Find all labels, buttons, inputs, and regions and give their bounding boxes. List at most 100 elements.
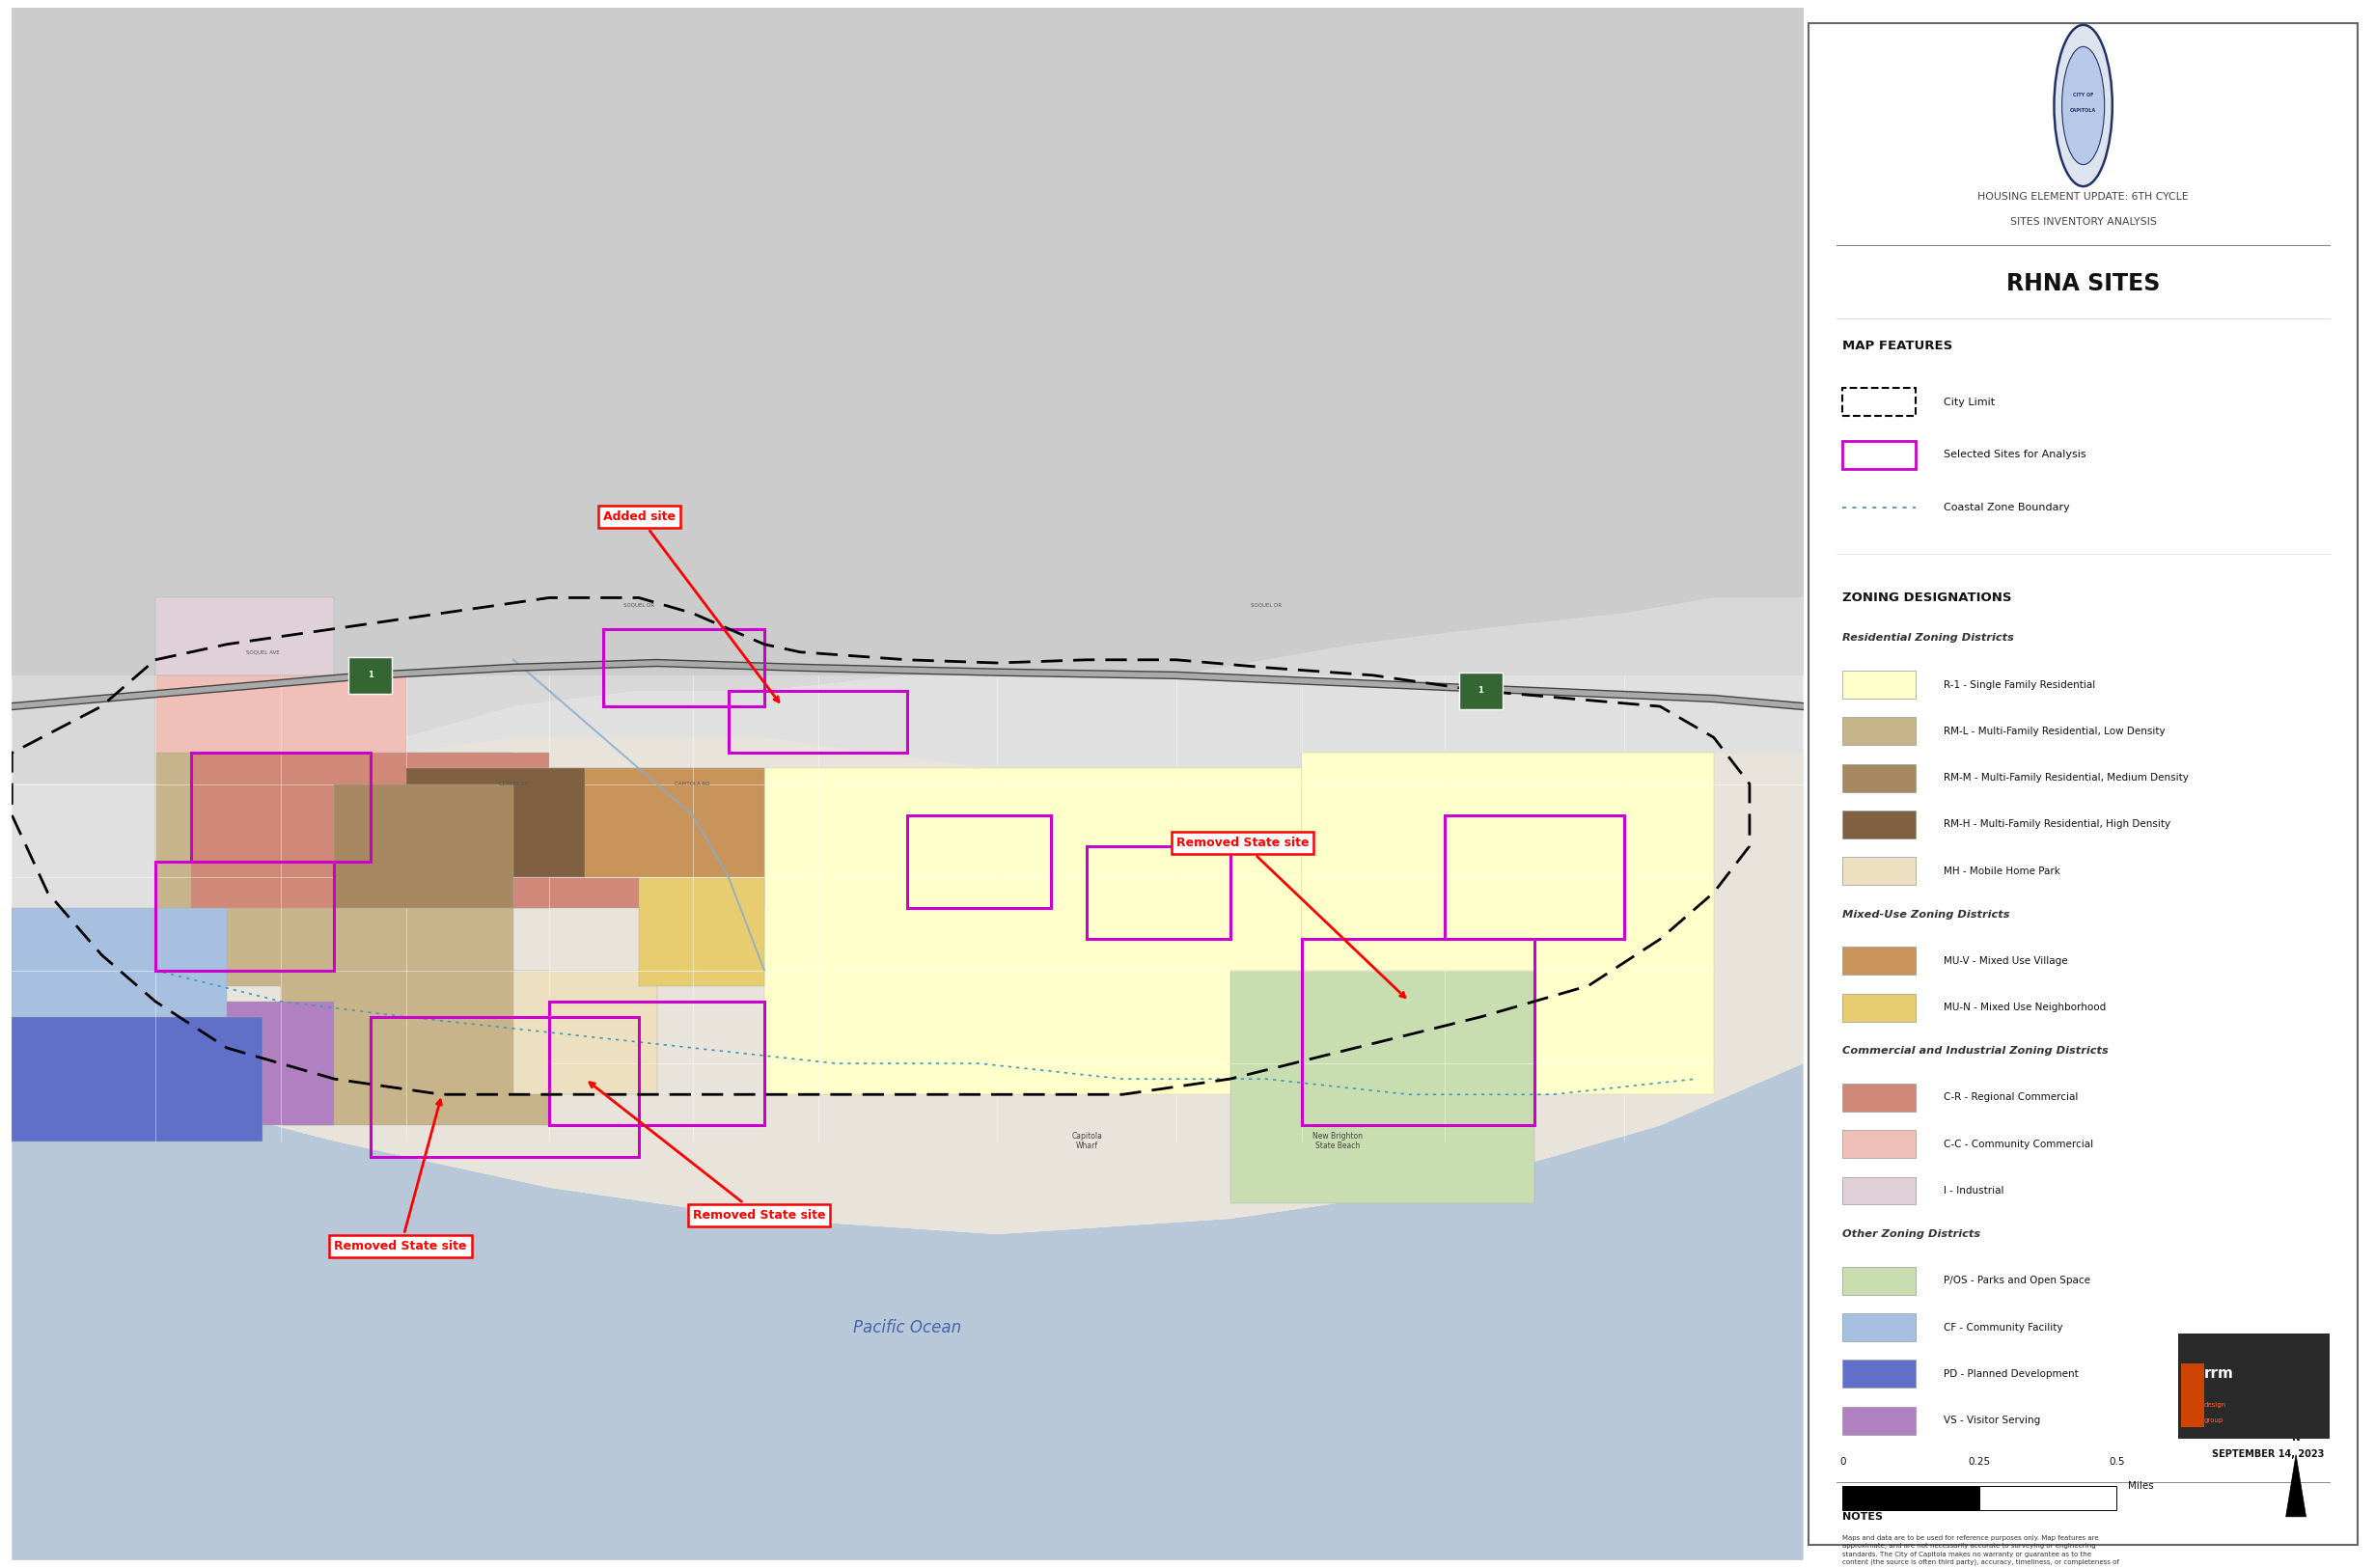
- Polygon shape: [12, 908, 228, 1016]
- Polygon shape: [513, 971, 658, 1094]
- Polygon shape: [154, 753, 513, 986]
- Text: 1: 1: [368, 671, 373, 679]
- FancyBboxPatch shape: [1843, 1083, 1914, 1112]
- Polygon shape: [765, 768, 1302, 1094]
- FancyBboxPatch shape: [1843, 389, 1914, 416]
- FancyBboxPatch shape: [1843, 994, 1914, 1021]
- Polygon shape: [12, 597, 1803, 1234]
- Text: Maps and data are to be used for reference purposes only. Map features are
appro: Maps and data are to be used for referen…: [1843, 1535, 2118, 1568]
- Polygon shape: [1302, 753, 1715, 1094]
- Text: MU-V - Mixed Use Village: MU-V - Mixed Use Village: [1943, 956, 2066, 966]
- Polygon shape: [12, 1016, 264, 1142]
- Polygon shape: [639, 877, 765, 986]
- FancyBboxPatch shape: [1843, 1406, 1914, 1435]
- FancyBboxPatch shape: [1843, 717, 1914, 745]
- Text: Mixed-Use Zoning Districts: Mixed-Use Zoning Districts: [1843, 909, 2009, 919]
- Text: rrm: rrm: [2204, 1367, 2232, 1381]
- Text: SITES INVENTORY ANALYSIS: SITES INVENTORY ANALYSIS: [2009, 218, 2157, 227]
- Text: Selected Sites for Analysis: Selected Sites for Analysis: [1943, 450, 2085, 459]
- Text: SOQUEL DR: SOQUEL DR: [1249, 604, 1283, 608]
- Text: Capitola
Wharf: Capitola Wharf: [1071, 1132, 1102, 1151]
- Text: Coastal Zone Boundary: Coastal Zone Boundary: [1943, 503, 2069, 513]
- Text: Miles: Miles: [2128, 1480, 2154, 1491]
- Polygon shape: [549, 768, 765, 877]
- Text: CAPITOLA: CAPITOLA: [2071, 108, 2097, 113]
- Text: Removed State site: Removed State site: [335, 1099, 468, 1253]
- FancyBboxPatch shape: [1810, 24, 2358, 1544]
- Text: R-1 - Single Family Residential: R-1 - Single Family Residential: [1943, 681, 2095, 690]
- Text: RM-M - Multi-Family Residential, Medium Density: RM-M - Multi-Family Residential, Medium …: [1943, 773, 2187, 782]
- Polygon shape: [12, 597, 1803, 784]
- Bar: [1981, 1485, 2116, 1510]
- Text: CLARES ST: CLARES ST: [499, 781, 527, 787]
- FancyBboxPatch shape: [1843, 947, 1914, 975]
- Text: CF - Community Facility: CF - Community Facility: [1943, 1322, 2062, 1333]
- Bar: [2178, 1333, 2330, 1439]
- Text: CITY OF: CITY OF: [2073, 93, 2095, 97]
- Polygon shape: [406, 768, 584, 877]
- Text: SEPTEMBER 14, 2023: SEPTEMBER 14, 2023: [2211, 1450, 2323, 1460]
- Text: C-C - Community Commercial: C-C - Community Commercial: [1943, 1140, 2092, 1149]
- Text: New Brighton
State Beach: New Brighton State Beach: [1313, 1132, 1363, 1151]
- Text: RM-L - Multi-Family Residential, Low Density: RM-L - Multi-Family Residential, Low Den…: [1943, 726, 2166, 735]
- Text: I - Industrial: I - Industrial: [1943, 1185, 2004, 1195]
- FancyBboxPatch shape: [1843, 811, 1914, 839]
- Text: SOQUEL AVE: SOQUEL AVE: [247, 649, 280, 654]
- Polygon shape: [2285, 1455, 2306, 1516]
- FancyBboxPatch shape: [1843, 858, 1914, 884]
- Text: Commercial and Industrial Zoning Districts: Commercial and Industrial Zoning Distric…: [1843, 1046, 2109, 1055]
- FancyBboxPatch shape: [1843, 1176, 1914, 1204]
- FancyBboxPatch shape: [1843, 1314, 1914, 1341]
- Text: MH - Mobile Home Park: MH - Mobile Home Park: [1943, 866, 2059, 877]
- Text: P/OS - Parks and Open Space: P/OS - Parks and Open Space: [1943, 1276, 2090, 1286]
- Polygon shape: [335, 784, 513, 908]
- Bar: [2180, 1363, 2204, 1427]
- Text: Other Zoning Districts: Other Zoning Districts: [1843, 1229, 1981, 1239]
- Polygon shape: [154, 737, 1803, 1234]
- Polygon shape: [280, 971, 549, 1126]
- Text: HOUSING ELEMENT UPDATE: 6TH CYCLE: HOUSING ELEMENT UPDATE: 6TH CYCLE: [1978, 193, 2190, 202]
- FancyBboxPatch shape: [1843, 1131, 1914, 1159]
- FancyBboxPatch shape: [1843, 1267, 1914, 1295]
- Text: ZONING DESIGNATIONS: ZONING DESIGNATIONS: [1843, 591, 2012, 604]
- Text: 0.25: 0.25: [1969, 1457, 1990, 1468]
- FancyBboxPatch shape: [349, 657, 392, 695]
- FancyBboxPatch shape: [1843, 1359, 1914, 1388]
- Text: VS - Visitor Serving: VS - Visitor Serving: [1943, 1416, 2040, 1425]
- Text: SOQUEL DR: SOQUEL DR: [622, 604, 656, 608]
- Text: C-R - Regional Commercial: C-R - Regional Commercial: [1943, 1093, 2078, 1102]
- Text: Removed State site: Removed State site: [589, 1082, 826, 1221]
- Circle shape: [2062, 47, 2104, 165]
- FancyBboxPatch shape: [1843, 671, 1914, 699]
- Text: NOTES: NOTES: [1843, 1512, 1883, 1521]
- Polygon shape: [513, 768, 765, 908]
- Polygon shape: [190, 1002, 335, 1126]
- FancyBboxPatch shape: [1458, 673, 1503, 709]
- Text: N: N: [2292, 1433, 2299, 1443]
- Text: RM-H - Multi-Family Residential, High Density: RM-H - Multi-Family Residential, High De…: [1943, 820, 2171, 829]
- Text: PD - Planned Development: PD - Planned Development: [1943, 1369, 2078, 1378]
- Text: 0: 0: [1838, 1457, 1845, 1468]
- Text: Pacific Ocean: Pacific Ocean: [853, 1319, 962, 1336]
- Text: City Limit: City Limit: [1943, 397, 1995, 408]
- FancyBboxPatch shape: [1843, 441, 1914, 469]
- Text: CAPITOLA RD: CAPITOLA RD: [674, 781, 710, 787]
- FancyBboxPatch shape: [1843, 764, 1914, 792]
- Polygon shape: [1230, 971, 1534, 1203]
- Polygon shape: [12, 1047, 1803, 1560]
- Text: design: design: [2204, 1402, 2225, 1408]
- Polygon shape: [12, 8, 1803, 676]
- Text: 1: 1: [1477, 687, 1484, 695]
- Text: Removed State site: Removed State site: [1176, 836, 1406, 997]
- Text: MAP FEATURES: MAP FEATURES: [1843, 340, 1952, 353]
- Bar: [1843, 1485, 1981, 1510]
- Text: MU-N - Mixed Use Neighborhood: MU-N - Mixed Use Neighborhood: [1943, 1002, 2107, 1013]
- Text: group: group: [2204, 1417, 2223, 1424]
- Polygon shape: [154, 597, 335, 676]
- Polygon shape: [154, 676, 406, 753]
- Polygon shape: [190, 753, 549, 908]
- Text: 0.5: 0.5: [2109, 1457, 2126, 1468]
- Text: Added site: Added site: [603, 511, 779, 702]
- Text: RHNA SITES: RHNA SITES: [2007, 273, 2161, 296]
- Circle shape: [2054, 25, 2111, 187]
